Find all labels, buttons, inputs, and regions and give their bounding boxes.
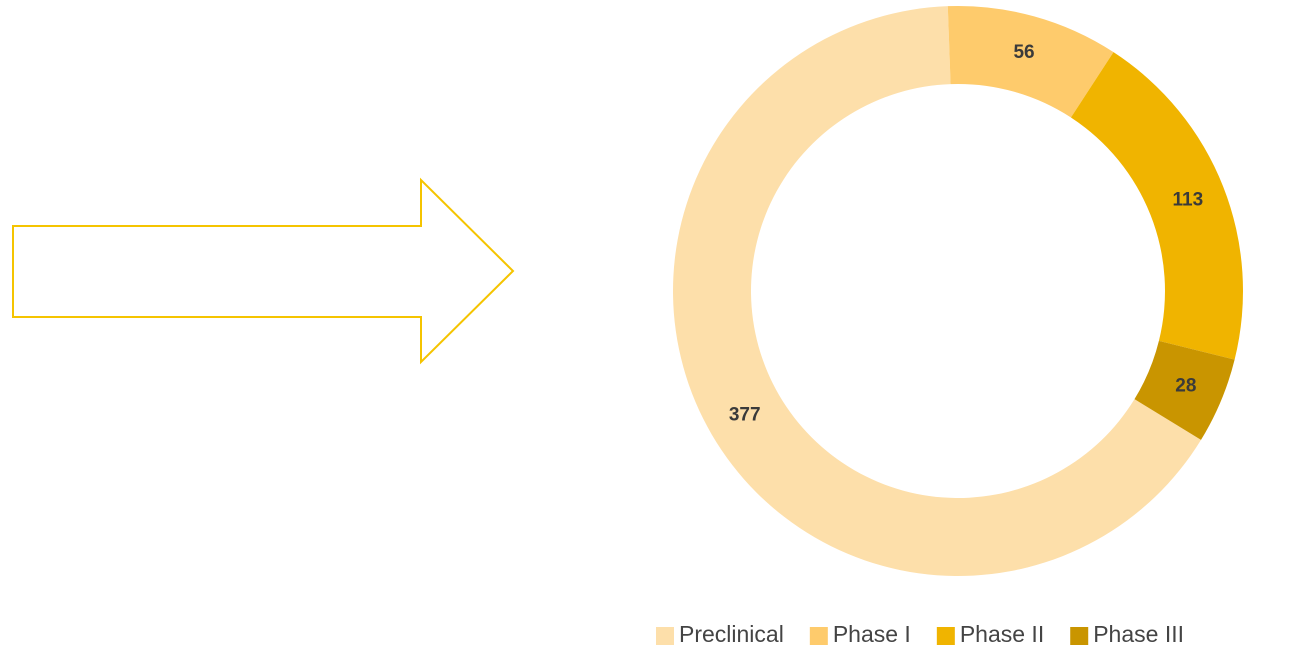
donut-segment bbox=[673, 6, 1202, 576]
legend-swatch bbox=[656, 627, 674, 645]
legend-label: Phase II bbox=[960, 621, 1044, 647]
donut-segment bbox=[1134, 340, 1235, 440]
legend-swatch bbox=[1070, 627, 1089, 645]
data-label: 377 bbox=[729, 405, 761, 426]
data-label: 28 bbox=[1175, 375, 1196, 396]
legend-label: Preclinical bbox=[679, 621, 784, 647]
donut-chart: 377 56 113 28 Preclinical Phase I Phase II Phas… bbox=[656, 6, 1243, 647]
data-label: 113 bbox=[1172, 190, 1203, 211]
donut-segment bbox=[1070, 52, 1243, 360]
legend-swatch bbox=[809, 627, 828, 645]
donut-segment bbox=[947, 6, 1114, 118]
arrow bbox=[12, 177, 515, 365]
legend-label: Phase III bbox=[1093, 621, 1184, 647]
legend-label: Phase I bbox=[833, 621, 911, 647]
data-label: 56 bbox=[1013, 42, 1034, 63]
legend-swatch bbox=[936, 627, 955, 645]
